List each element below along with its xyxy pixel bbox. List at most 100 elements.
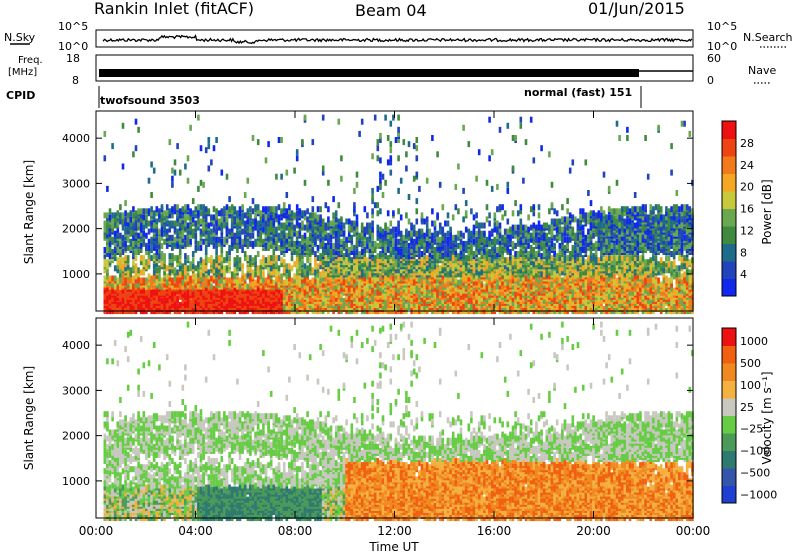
heatmap-cell bbox=[204, 291, 208, 298]
heatmap-cell bbox=[264, 257, 268, 264]
heatmap-cell bbox=[488, 220, 491, 227]
heatmap-cell bbox=[280, 173, 283, 180]
heatmap-cell bbox=[191, 216, 195, 223]
heatmap-cell bbox=[433, 230, 437, 237]
heatmap-cell bbox=[397, 220, 400, 227]
heatmap-cell bbox=[189, 265, 192, 272]
heatmap-cell bbox=[470, 242, 473, 249]
heatmap-cell bbox=[199, 228, 203, 235]
heatmap-cell bbox=[454, 234, 458, 241]
heatmap-cell bbox=[137, 249, 140, 255]
heatmap-cell bbox=[119, 232, 122, 239]
heatmap-cell bbox=[113, 265, 117, 272]
heatmap-cell bbox=[113, 275, 117, 282]
heatmap-cell bbox=[194, 212, 198, 219]
heatmap-cell bbox=[171, 175, 174, 182]
heatmap-cell bbox=[264, 220, 268, 227]
heatmap-cell bbox=[132, 216, 135, 223]
heatmap-cell bbox=[171, 253, 174, 260]
heatmap-cell bbox=[165, 204, 169, 211]
heatmap-cell bbox=[363, 261, 367, 268]
beam-title: Beam 04 bbox=[355, 1, 427, 20]
heatmap-cell bbox=[137, 216, 140, 223]
heatmap-cell bbox=[290, 210, 294, 217]
heatmap-cell bbox=[418, 185, 421, 192]
heatmap-cell bbox=[145, 214, 148, 221]
heatmap-cell bbox=[119, 289, 122, 296]
heatmap-cell bbox=[496, 183, 499, 190]
heatmap-cell bbox=[256, 265, 260, 272]
heatmap-cell bbox=[215, 291, 218, 298]
heatmap-cell bbox=[197, 261, 200, 268]
heatmap-cell bbox=[337, 202, 341, 209]
heatmap-cell bbox=[371, 226, 374, 233]
heatmap-cell bbox=[137, 232, 140, 239]
heatmap-cell bbox=[459, 238, 463, 245]
heatmap-cell bbox=[379, 177, 382, 184]
heatmap-cell bbox=[280, 222, 283, 229]
heatmap-cell bbox=[126, 212, 130, 219]
heatmap-cell bbox=[165, 265, 169, 272]
heatmap-cell bbox=[275, 269, 278, 276]
heatmap-cell bbox=[160, 234, 164, 241]
heatmap-cell bbox=[163, 257, 166, 264]
heatmap-cell bbox=[342, 277, 346, 284]
heatmap-cell bbox=[444, 251, 447, 257]
heatmap-cell bbox=[181, 218, 185, 225]
heatmap-cell bbox=[488, 230, 491, 237]
heatmap-cell bbox=[126, 220, 130, 227]
heatmap-cell bbox=[308, 265, 312, 272]
heatmap-cell bbox=[329, 247, 333, 253]
heatmap-cell bbox=[355, 249, 359, 255]
heatmap-cell bbox=[116, 263, 120, 270]
heatmap-cell bbox=[347, 234, 351, 241]
nsearch-label: N.Search bbox=[743, 31, 793, 44]
heatmap-cell bbox=[475, 230, 478, 237]
heatmap-cell bbox=[103, 261, 107, 268]
heatmap-cell bbox=[129, 277, 133, 284]
heatmap-cell bbox=[267, 289, 270, 296]
heatmap-cell bbox=[355, 236, 359, 243]
heatmap-cell bbox=[272, 210, 276, 217]
heatmap-cell bbox=[415, 218, 419, 225]
heatmap-cell bbox=[308, 238, 312, 245]
heatmap-cell bbox=[496, 273, 499, 280]
heatmap-cell bbox=[488, 212, 491, 219]
heatmap-cell bbox=[295, 302, 299, 308]
heatmap-cell bbox=[337, 297, 341, 304]
heatmap-cell bbox=[124, 285, 127, 292]
nsky-tick-bottom: 10^0 bbox=[58, 40, 88, 53]
heatmap-cell bbox=[280, 238, 283, 245]
heatmap-cell bbox=[327, 236, 330, 243]
heatmap-cell bbox=[254, 297, 257, 304]
heatmap-cell bbox=[158, 253, 161, 260]
heatmap-cell bbox=[186, 177, 190, 184]
heatmap-cell bbox=[420, 228, 424, 235]
heatmap-cell bbox=[376, 202, 380, 209]
heatmap-cell bbox=[223, 216, 226, 223]
heatmap-cell bbox=[477, 149, 481, 156]
heatmap-cell bbox=[111, 216, 114, 223]
heatmap-cell bbox=[334, 216, 338, 223]
heatmap-cell bbox=[173, 236, 177, 243]
heatmap-cell bbox=[259, 289, 263, 296]
heatmap-cell bbox=[264, 206, 268, 213]
heatmap-cell bbox=[150, 236, 153, 243]
heatmap-cell bbox=[137, 224, 140, 231]
heatmap-cell bbox=[199, 275, 203, 282]
heatmap-cell bbox=[438, 181, 442, 188]
heatmap-cell bbox=[319, 242, 322, 249]
heatmap-cell bbox=[111, 222, 114, 229]
heatmap-cell bbox=[251, 135, 255, 141]
heatmap-cell bbox=[204, 285, 208, 292]
heatmap-cell bbox=[498, 222, 502, 229]
heatmap-cell bbox=[176, 143, 179, 150]
heatmap-cell bbox=[121, 273, 125, 280]
heatmap-cell bbox=[407, 194, 411, 200]
heatmap-cell bbox=[444, 232, 447, 239]
freq-unit-label: [MHz] bbox=[8, 67, 37, 78]
heatmap-cell bbox=[202, 181, 205, 188]
heatmap-cell bbox=[277, 214, 281, 221]
heatmap-cell bbox=[223, 269, 226, 276]
heatmap-cell bbox=[134, 269, 138, 276]
